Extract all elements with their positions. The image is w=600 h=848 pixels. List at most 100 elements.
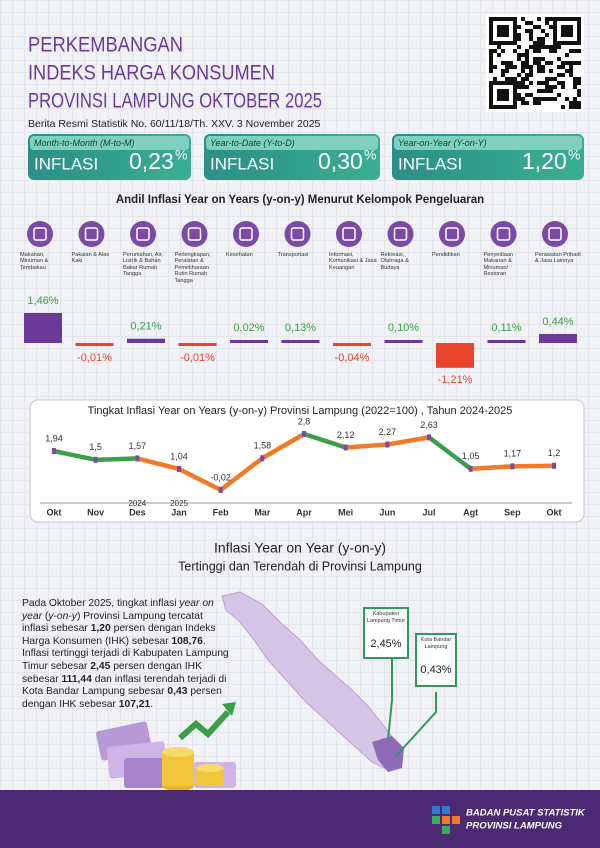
category-label: Pakaian & Alas Kaki — [71, 252, 110, 265]
line-segment — [426, 435, 473, 472]
qr-cell — [541, 29, 545, 33]
callout-region: Kota Bandar Lampung — [420, 637, 452, 650]
x-tick-label: Apr — [296, 507, 312, 517]
qr-cell — [549, 77, 553, 81]
qr-cell — [541, 57, 545, 61]
qr-cell — [517, 25, 521, 29]
qr-cell — [537, 89, 541, 93]
card-value: 0,23 — [129, 148, 174, 174]
qr-cell — [537, 49, 541, 53]
qr-cell — [537, 81, 541, 85]
qr-cell — [561, 73, 565, 77]
x-tick-label: Des — [129, 507, 146, 517]
x-tick-label: Mei — [338, 507, 353, 517]
qr-cell — [517, 93, 521, 97]
qr-cell — [549, 49, 553, 53]
line-panel — [29, 399, 585, 523]
qr-cell — [533, 45, 537, 49]
qr-cell — [513, 77, 517, 81]
x-tick-label: Okt — [46, 507, 61, 517]
qr-cell — [557, 93, 561, 97]
qr-cell — [521, 101, 525, 105]
card-unit: % — [568, 147, 580, 163]
bar — [487, 340, 526, 343]
qr-cell — [505, 69, 509, 73]
line-segment — [93, 456, 140, 463]
value-label: 2,27 — [379, 427, 397, 437]
marker — [385, 441, 390, 448]
qr-cell — [529, 45, 533, 49]
marker — [52, 448, 56, 455]
qr-cell — [569, 101, 573, 105]
qr-cell — [517, 53, 521, 57]
paragraph-part: persen dengan Indeks Harga Konsumen (IHK… — [22, 623, 216, 647]
card-value: 0,30 — [318, 148, 363, 174]
x-tick-label: Jan — [171, 507, 187, 517]
marker — [218, 487, 223, 493]
card-unit: % — [175, 147, 187, 163]
category-icon-glyph — [187, 227, 202, 241]
qr-cell — [533, 49, 537, 53]
value-label: 0,10% — [388, 322, 419, 334]
title-line: INDEKS HARGA KONSUMEN — [28, 62, 275, 85]
qr-cell — [573, 85, 577, 89]
qr-cell — [525, 53, 529, 57]
subtitle: Berita Resmi Statistik No. 60/11/18/Th. … — [28, 118, 321, 130]
qr-cell — [553, 77, 557, 81]
category-icon — [181, 221, 208, 247]
paragraph-part: persen dengan IHK sebesar — [22, 686, 222, 710]
qr-cell — [529, 29, 533, 33]
qr-cell — [489, 65, 493, 69]
category-icon-glyph — [496, 227, 511, 241]
marker — [302, 431, 306, 437]
qr-cell — [529, 37, 533, 41]
value-label: 1,58 — [254, 441, 272, 451]
value-label: 2,63 — [420, 420, 438, 430]
qr-cell — [533, 97, 537, 101]
qr-cell — [537, 41, 541, 45]
category-label: Transportasi — [277, 252, 309, 258]
qr-cell — [529, 33, 533, 37]
line-segment — [218, 455, 265, 493]
paragraph-part: 1,20 — [90, 623, 111, 635]
qr-cell — [525, 61, 529, 65]
qr-cell — [537, 97, 541, 101]
bar — [384, 340, 423, 343]
qr-cell — [553, 45, 557, 49]
x-tick-label: Jun — [379, 507, 395, 517]
qr-cell — [517, 37, 521, 41]
bar — [230, 340, 268, 343]
footer-band — [0, 790, 600, 848]
category-label: Rekreasi, Olahraga & Budaya — [380, 252, 409, 271]
qr-cell — [505, 65, 509, 69]
marker — [177, 465, 181, 472]
qr-cell — [541, 41, 545, 45]
qr-cell — [521, 85, 525, 89]
qr-cell — [549, 85, 553, 89]
qr-cell — [525, 49, 529, 53]
qr-cell — [533, 61, 537, 65]
qr-cell — [537, 61, 541, 65]
callout-value: 0,43% — [420, 664, 451, 676]
value-label: 1,94 — [45, 433, 63, 443]
category-icon-glyph — [290, 227, 305, 241]
qr-cell — [513, 49, 517, 53]
qr-cell — [501, 61, 505, 65]
value-label: 1,5 — [89, 442, 102, 452]
qr-cell — [545, 17, 549, 21]
line-segment — [176, 466, 223, 493]
card-header — [206, 136, 378, 150]
category-icon — [27, 221, 53, 247]
qr-cell — [565, 69, 569, 73]
qr-cell — [557, 45, 561, 49]
category-icon-glyph — [136, 227, 150, 241]
qr-cell — [525, 29, 529, 33]
x-tick-label: Sep — [504, 507, 521, 517]
value-label: 1,04 — [170, 451, 188, 461]
category-icon — [78, 221, 105, 247]
category-icon — [490, 221, 517, 247]
qr-cell — [569, 105, 573, 109]
qr-cell — [521, 97, 525, 101]
qr-cell — [577, 101, 581, 105]
